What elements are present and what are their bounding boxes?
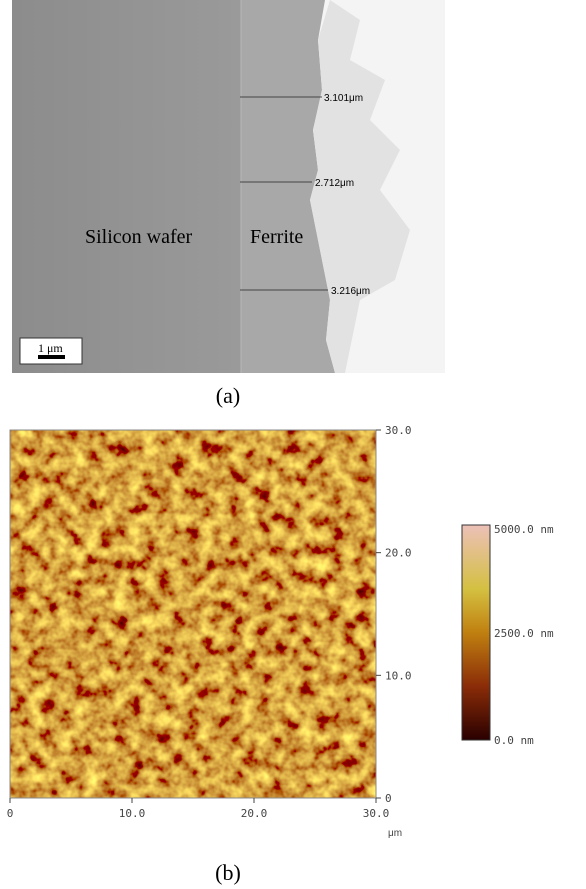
sem-image: 3.101μm 2.712μm 3.216μm Silicon wafer Fe… bbox=[12, 0, 445, 373]
figure: 3.101μm 2.712μm 3.216μm Silicon wafer Fe… bbox=[0, 0, 586, 889]
scale-bar bbox=[38, 355, 65, 359]
colorbar-label: 0.0 nm bbox=[494, 734, 534, 747]
measurement-label: 2.712μm bbox=[315, 178, 354, 189]
scale-bar-label: 1 μm bbox=[38, 341, 63, 355]
region-label: Ferrite bbox=[250, 226, 303, 248]
caption: (b) bbox=[215, 860, 241, 885]
axis-unit: μm bbox=[388, 828, 402, 839]
x-tick-label: 30.0 bbox=[363, 807, 390, 820]
measurement-label: 3.216μm bbox=[331, 286, 370, 297]
afm-image bbox=[10, 430, 376, 798]
y-tick-label: 20.0 bbox=[385, 547, 412, 560]
x-tick-label: 10.0 bbox=[119, 807, 146, 820]
y-tick-label: 30.0 bbox=[385, 424, 412, 437]
colorbar bbox=[462, 525, 490, 740]
x-tick-label: 0 bbox=[7, 807, 14, 820]
x-tick-label: 20.0 bbox=[241, 807, 268, 820]
caption: (a) bbox=[216, 383, 240, 408]
colorbar-label: 5000.0 nm bbox=[494, 523, 554, 536]
colorbar-label: 2500.0 nm bbox=[494, 627, 554, 640]
y-tick-label: 10.0 bbox=[385, 669, 412, 682]
y-tick-label: 0 bbox=[385, 792, 392, 805]
measurement-label: 3.101μm bbox=[324, 93, 363, 104]
region-label: Silicon wafer bbox=[85, 226, 193, 248]
silicon-region bbox=[12, 0, 241, 373]
